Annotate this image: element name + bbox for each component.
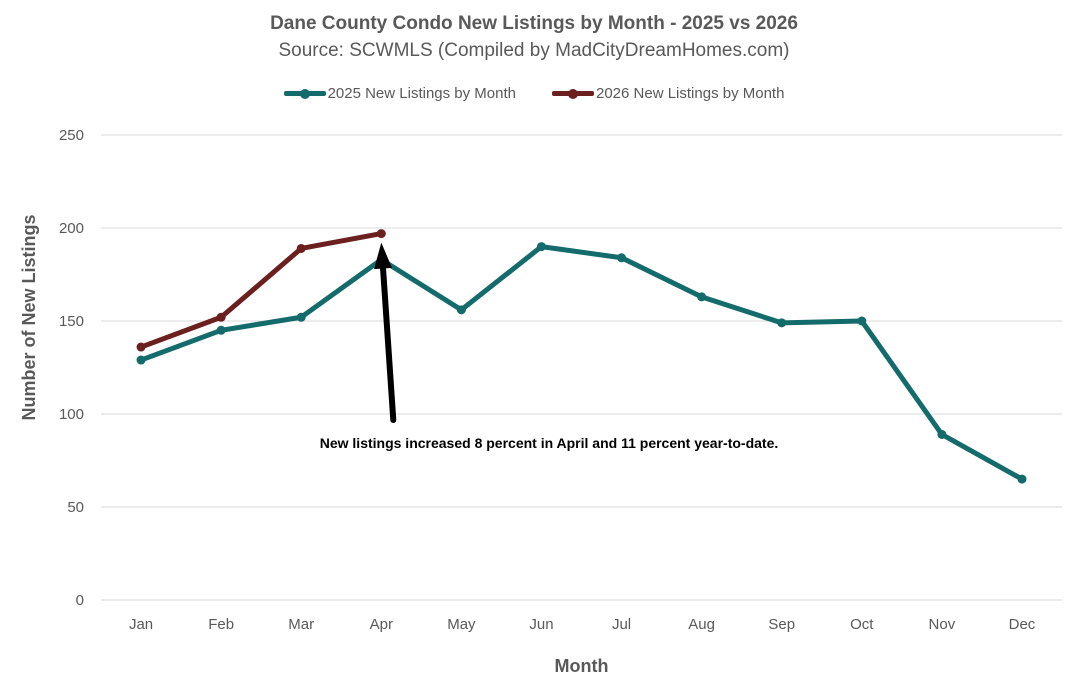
x-tick-label: Dec (1009, 616, 1036, 633)
data-point (617, 253, 627, 263)
x-tick-label: May (447, 616, 476, 633)
x-tick-label: Sep (768, 616, 795, 633)
legend-label-2026: 2026 New Listings by Month (596, 85, 785, 102)
chart-title: Dane County Condo New Listings by Month … (270, 13, 798, 34)
annotation-group: New listings increased 8 percent in Apri… (320, 242, 779, 451)
series-line-1 (138, 231, 384, 350)
x-tick-label: Aug (688, 616, 715, 633)
x-tick-label: Oct (850, 616, 874, 633)
legend-swatch-2026 (552, 88, 594, 99)
series-lines (136, 229, 1027, 484)
y-tick-label: 200 (59, 220, 84, 237)
data-point (937, 429, 947, 439)
data-point (296, 312, 306, 322)
data-point (777, 318, 787, 328)
y-tick-label: 250 (59, 127, 84, 144)
x-tick-label: Jan (129, 616, 153, 633)
gridlines (101, 134, 1062, 601)
data-point (536, 242, 546, 252)
y-tick-label: 50 (67, 499, 84, 516)
annotation-text: New listings increased 8 percent in Apri… (320, 435, 779, 451)
data-point (136, 355, 146, 365)
y-tick-label: 100 (59, 406, 84, 423)
data-point (136, 342, 146, 352)
legend-label-2025: 2025 New Listings by Month (327, 85, 516, 102)
x-tick-label: Feb (208, 616, 234, 633)
y-axis-title: Number of New Listings (19, 214, 39, 420)
legend-item-2026: 2026 New Listings by Month (552, 85, 784, 102)
data-point (376, 229, 386, 239)
x-tick-label: Jun (529, 616, 553, 633)
chart-legend: 2025 New Listings by Month 2026 New List… (0, 85, 1068, 102)
x-tick-label: Nov (929, 616, 956, 633)
x-axis-ticks: Jan Feb Mar Apr May Jun Jul Aug Sep Oct Nov Dec (129, 616, 1036, 633)
chart-subtitle: Source: SCWMLS (Compiled by MadCityDream… (278, 40, 790, 61)
data-point (216, 312, 226, 322)
y-tick-label: 150 (59, 313, 84, 330)
legend-item-2025: 2025 New Listings by Month (283, 85, 516, 102)
x-axis-title: Month (555, 656, 609, 676)
data-point (857, 316, 867, 326)
x-tick-label: Jul (612, 616, 631, 633)
annotation-arrow-head (374, 242, 393, 270)
data-point (697, 292, 707, 302)
data-point (216, 325, 226, 335)
data-point (1017, 474, 1027, 484)
x-tick-label: Apr (370, 616, 393, 633)
data-point (296, 243, 306, 253)
x-tick-label: Mar (288, 616, 314, 633)
y-axis-ticks: 0 50 100 150 200 250 (59, 127, 84, 609)
y-tick-label: 0 (76, 592, 84, 609)
annotation-arrow-shaft (380, 265, 397, 423)
data-point (456, 305, 466, 315)
series-line-0 (138, 244, 1025, 482)
legend-swatch-2025 (283, 88, 326, 99)
